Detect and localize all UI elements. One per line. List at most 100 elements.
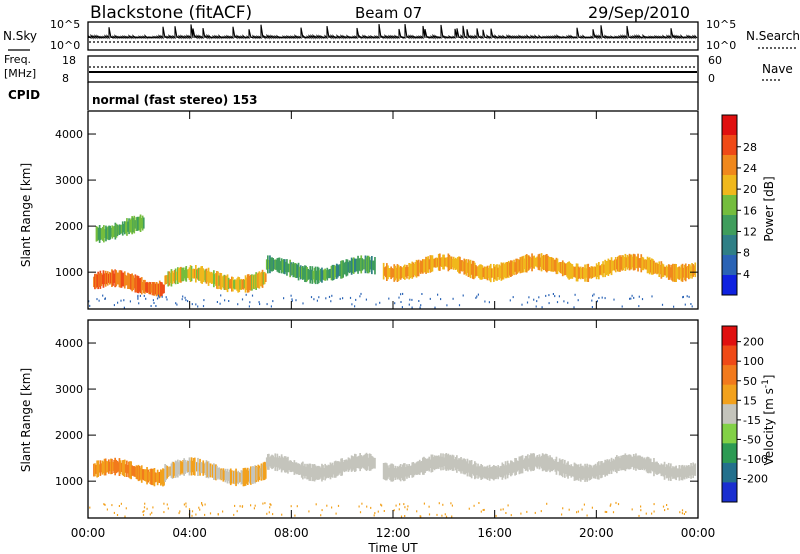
scatter-cell bbox=[448, 455, 451, 470]
scatter-cell bbox=[533, 298, 535, 301]
scatter-cell bbox=[319, 270, 321, 281]
scatter-cell bbox=[123, 306, 125, 309]
scatter-cell bbox=[489, 263, 492, 283]
scatter-cell bbox=[283, 297, 285, 300]
y-tick-label: 1000 bbox=[55, 266, 83, 279]
scatter-cell bbox=[231, 470, 233, 484]
scatter-cell bbox=[268, 453, 270, 470]
scatter-cell bbox=[141, 282, 144, 291]
scatter-cell bbox=[612, 511, 615, 514]
scatter-cell bbox=[563, 463, 565, 474]
scatter-cell bbox=[680, 264, 683, 282]
scatter-cell bbox=[137, 276, 140, 294]
scatter-cell bbox=[553, 460, 556, 470]
scatter-cell bbox=[456, 259, 458, 270]
scatter-cell bbox=[503, 264, 506, 278]
scatter-cell bbox=[99, 460, 102, 476]
scatter-cell bbox=[396, 264, 399, 282]
scatter-cell bbox=[89, 304, 91, 307]
scatter-cell bbox=[379, 301, 381, 304]
scatter-cell bbox=[327, 269, 330, 279]
scatter-cell bbox=[641, 456, 644, 470]
scatter-cell bbox=[684, 303, 686, 306]
scatter-cell bbox=[419, 306, 421, 309]
scatter-cell bbox=[687, 465, 689, 478]
scatter-cell bbox=[227, 277, 230, 290]
scatter-cell bbox=[308, 269, 311, 280]
scatter-cell bbox=[444, 257, 446, 267]
scatter-cell bbox=[247, 274, 250, 293]
scatter-cell bbox=[349, 260, 352, 273]
scatter-cell bbox=[574, 463, 577, 481]
velocity-y-axis-label: Slant Range [km] bbox=[19, 368, 33, 472]
scatter-cell bbox=[249, 301, 251, 304]
scatter-cell bbox=[176, 303, 178, 306]
scatter-cell bbox=[264, 273, 267, 282]
scatter-cell bbox=[108, 225, 110, 241]
scatter-cell bbox=[452, 455, 455, 471]
scatter-cell bbox=[332, 264, 335, 280]
scatter-cell bbox=[218, 275, 220, 286]
scatter-cell bbox=[649, 458, 652, 474]
scatter-cell bbox=[291, 298, 293, 301]
scatter-cell bbox=[324, 268, 326, 281]
scatter-cell bbox=[198, 267, 200, 281]
scatter-cell bbox=[423, 259, 425, 273]
scatter-cell bbox=[325, 297, 327, 300]
scatter-cell bbox=[679, 468, 682, 477]
scatter-cell bbox=[97, 460, 99, 477]
scatter-cell bbox=[393, 264, 396, 282]
scatter-cell bbox=[610, 457, 613, 474]
scatter-cell bbox=[478, 466, 480, 477]
scatter-cell bbox=[577, 464, 580, 481]
scatter-cell bbox=[328, 269, 331, 279]
scatter-cell bbox=[289, 460, 291, 472]
scatter-cell bbox=[671, 264, 673, 281]
scatter-cell bbox=[477, 266, 479, 277]
scatter-cell bbox=[351, 258, 354, 274]
scatter-cell bbox=[150, 305, 152, 307]
scatter-cell bbox=[222, 510, 224, 513]
x-tick-label: 12:00 bbox=[376, 526, 411, 540]
scatter-cell bbox=[648, 458, 651, 473]
scatter-cell bbox=[223, 274, 226, 290]
scatter-cell bbox=[681, 509, 684, 512]
scatter-cell bbox=[567, 262, 569, 279]
scatter-cell bbox=[467, 259, 470, 277]
scatter-cell bbox=[440, 298, 442, 301]
scatter-cell bbox=[270, 503, 272, 506]
scatter-cell bbox=[115, 270, 118, 287]
scatter-cell bbox=[590, 465, 593, 479]
scatter-cell bbox=[629, 454, 632, 469]
scatter-cell bbox=[405, 467, 407, 477]
scatter-cell bbox=[650, 258, 653, 275]
colorbar-tick-label: 28 bbox=[743, 141, 757, 154]
scatter-cell bbox=[550, 257, 552, 272]
scatter-cell bbox=[188, 267, 191, 280]
scatter-cell bbox=[166, 503, 168, 506]
scatter-cell bbox=[343, 460, 346, 473]
scatter-cell bbox=[671, 468, 673, 477]
scatter-cell bbox=[410, 263, 413, 278]
scatter-cell bbox=[604, 510, 606, 513]
scatter-cell bbox=[226, 274, 229, 293]
scatter-cell bbox=[581, 465, 583, 480]
scatter-cell bbox=[447, 453, 450, 471]
scatter-cell bbox=[141, 469, 144, 480]
scatter-cell bbox=[211, 273, 214, 284]
scatter-cell bbox=[450, 256, 453, 270]
scatter-cell bbox=[676, 267, 679, 279]
scatter-cell bbox=[103, 458, 106, 476]
scatter-cell bbox=[202, 305, 205, 308]
scatter-cell bbox=[349, 296, 352, 299]
scatter-cell bbox=[273, 259, 275, 270]
scatter-cell bbox=[137, 216, 140, 231]
scatter-cell bbox=[155, 282, 158, 297]
x-tick-label: 08:00 bbox=[274, 526, 309, 540]
scatter-cell bbox=[586, 514, 588, 517]
scatter-cell bbox=[611, 460, 614, 471]
colorbar-tick-label: 12 bbox=[743, 225, 757, 238]
scatter-cell bbox=[557, 461, 560, 472]
scatter-cell bbox=[258, 301, 260, 304]
scatter-cell bbox=[143, 510, 145, 512]
